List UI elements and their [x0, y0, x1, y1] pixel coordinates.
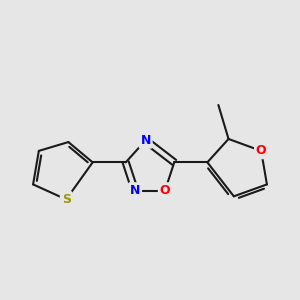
Text: S: S [62, 193, 71, 206]
Text: N: N [130, 184, 140, 197]
Text: N: N [140, 134, 151, 147]
Text: O: O [256, 144, 266, 158]
Text: O: O [160, 184, 170, 197]
